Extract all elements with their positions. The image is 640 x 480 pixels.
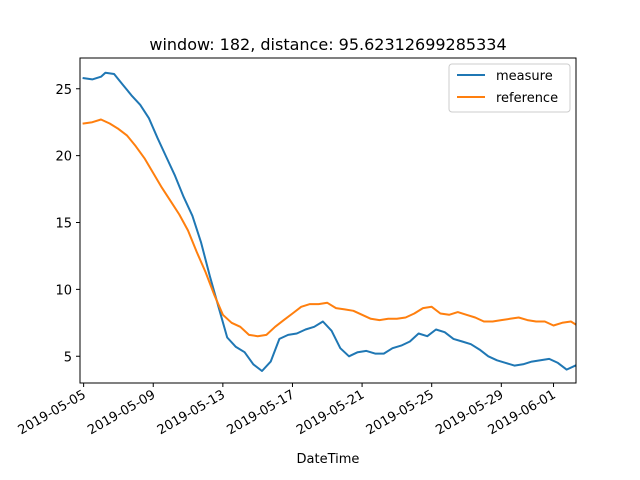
y-tick-label: 5 (64, 350, 72, 365)
series-line-reference (82, 118, 577, 338)
y-tick-label: 20 (55, 150, 72, 165)
x-axis-label: DateTime (297, 452, 360, 467)
legend-label-reference: reference (496, 91, 558, 106)
y-tick-label: 25 (55, 83, 72, 98)
y-tick-label: 10 (55, 283, 72, 298)
series-line-measure (82, 71, 577, 372)
chart-title: window: 182, distance: 95.62312699285334 (149, 35, 506, 54)
y-tick-label: 15 (55, 217, 72, 232)
plot-area-frame (79, 57, 577, 384)
legend-label-measure: measure (496, 69, 553, 84)
legend: measure reference (448, 63, 571, 113)
y-axis: 5 10 15 20 25 (55, 83, 80, 365)
series-layer (82, 71, 577, 372)
